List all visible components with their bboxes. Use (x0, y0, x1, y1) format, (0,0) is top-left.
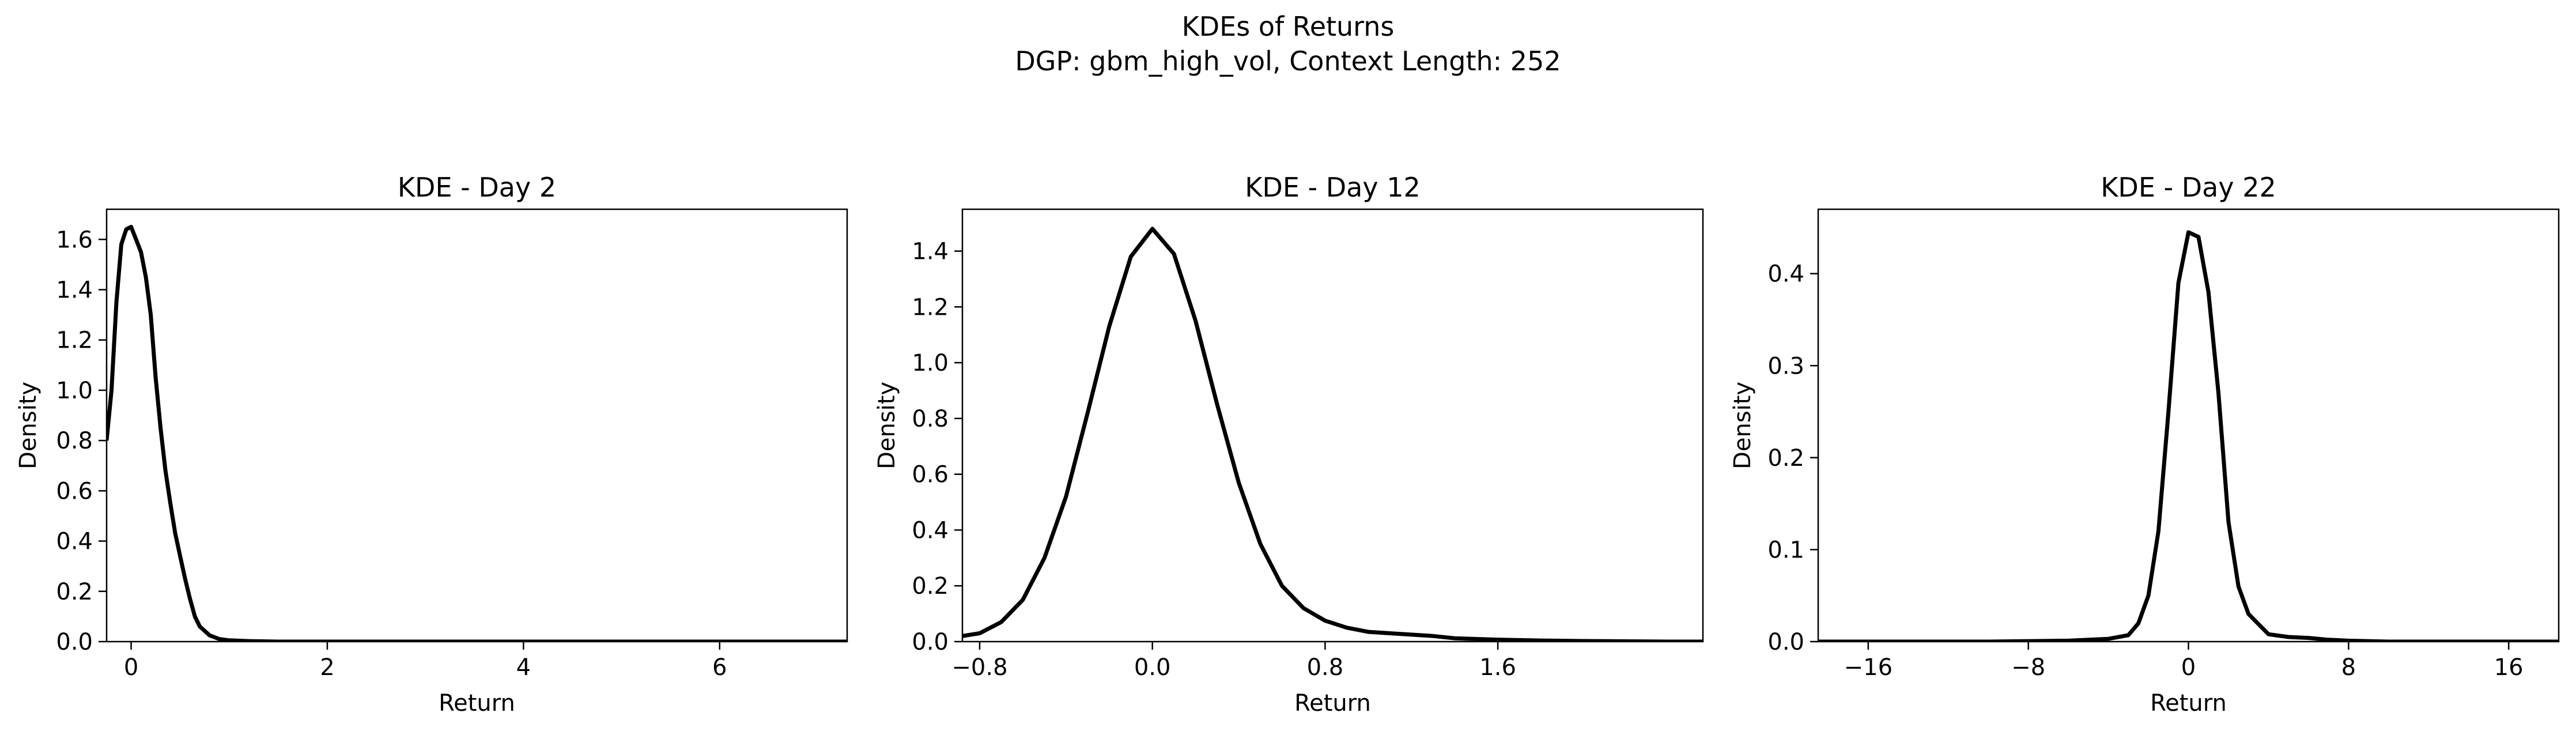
figure-subtitle: DGP: gbm_high_vol, Context Length: 252 (1015, 46, 1561, 77)
y-tick-label: 0.2 (912, 573, 949, 600)
y-axis-label: Density (1729, 382, 1756, 469)
x-axis-label: Return (1294, 690, 1371, 717)
x-tick-label: 2 (320, 654, 334, 681)
x-axis-label: Return (2150, 690, 2227, 717)
subplot-panels: KDE - Day 2 0 2 4 6 0.0 0.2 0.4 0.6 0.8 1.0 1.2 1.4 1… (15, 172, 2560, 717)
subplot-1: KDE - Day 2 0 2 4 6 0.0 0.2 0.4 0.6 0.8 1.0 1.2 1.4 1… (15, 172, 848, 717)
y-tick-label: 0.2 (56, 579, 93, 605)
x-tick-label: 6 (712, 654, 727, 681)
x-tick-label: 0 (2181, 654, 2196, 681)
subplot-2: KDE - Day 12−0.8 0.0 0.8 1.60.00.20.40.60.8… (874, 172, 1704, 717)
y-tick-label: 1.4 (912, 239, 949, 265)
y-axis-label: Density (874, 382, 900, 469)
y-tick-label: 1.2 (56, 327, 93, 354)
kde-line (1818, 230, 2559, 642)
x-tick-label: 0 (124, 654, 138, 681)
y-tick-label: 1.4 (56, 277, 93, 304)
y-tick-label: 0.8 (912, 406, 949, 432)
y-tick-label: 0.1 (1767, 537, 1804, 563)
y-tick-label: 0.4 (56, 529, 93, 555)
figure-title: KDEs of Returns (1182, 11, 1395, 42)
y-tick-label: 0.0 (56, 629, 93, 655)
x-tick-label: 0.8 (1307, 654, 1344, 681)
y-tick-label: 0.0 (1767, 629, 1804, 655)
x-tick-label: 8 (2341, 654, 2356, 681)
y-tick-label: 0.4 (912, 517, 949, 544)
x-tick-label: 0.0 (1134, 654, 1171, 681)
plot-frame (1817, 208, 2560, 643)
y-tick-label: 0.8 (56, 428, 93, 454)
x-tick-label: 4 (516, 654, 531, 681)
y-axis-label: Density (15, 382, 41, 469)
x-tick-label: −16 (1844, 654, 1893, 681)
y-tick-label: 0.6 (56, 478, 93, 504)
y-tick-label: 1.6 (56, 227, 93, 253)
x-tick-label: −8 (2011, 654, 2045, 681)
y-tick-label: 0.3 (1767, 353, 1804, 379)
y-tick-label: 0.0 (912, 629, 949, 655)
y-tick-label: 0.2 (1767, 445, 1804, 472)
y-tick-label: 0.4 (1767, 261, 1804, 288)
subplot-title: KDE - Day 12 (1245, 172, 1420, 203)
plot-frame (961, 208, 1704, 643)
kde-line (107, 225, 847, 642)
plot-frame (105, 208, 848, 643)
y-tick-label: 1.0 (912, 350, 949, 376)
y-tick-label: 1.0 (56, 378, 93, 404)
kde-line (962, 227, 1703, 642)
x-tick-label: 16 (2494, 654, 2524, 681)
y-tick-label: 0.6 (912, 462, 949, 488)
subplot-title: KDE - Day 2 (398, 172, 556, 203)
subplot-3: KDE - Day 22 −16 −8 0 8 16 0.0 0.1 0.2 0.3 0.4 Retu… (1729, 172, 2560, 717)
x-tick-label: 1.6 (1479, 654, 1516, 681)
x-axis-label: Return (439, 690, 515, 717)
y-tick-label: 1.2 (912, 294, 949, 321)
x-tick-label: −0.8 (951, 654, 1007, 681)
subplot-title: KDE - Day 22 (2101, 172, 2276, 203)
